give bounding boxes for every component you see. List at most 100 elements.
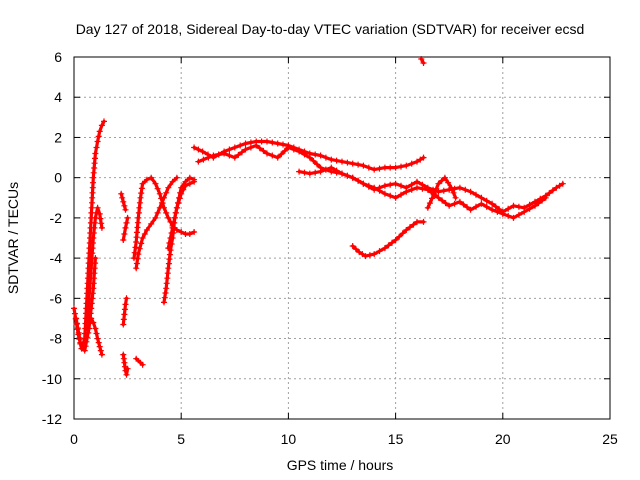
data-point (269, 139, 276, 146)
data-point (438, 177, 445, 184)
data-point (359, 251, 366, 258)
data-point (148, 174, 155, 181)
data-point (387, 192, 394, 199)
data-point (521, 208, 528, 215)
data-point (328, 156, 335, 163)
data-point (559, 180, 566, 187)
data-point (195, 146, 202, 153)
data-point (381, 245, 388, 252)
data-point (371, 184, 378, 191)
data-point (535, 200, 542, 207)
data-point (139, 180, 146, 187)
data-point (152, 180, 159, 187)
y-tick-labels: -12 -10 -8 -6 -4 -2 0 2 4 6 (42, 49, 62, 427)
data-point (135, 251, 142, 258)
data-point (450, 189, 457, 196)
x-tick-label: 0 (70, 431, 78, 447)
data-point (264, 150, 270, 157)
data-point (269, 152, 276, 159)
data-point (462, 186, 469, 193)
data-point (119, 194, 126, 201)
data-point (532, 202, 538, 209)
data-point (403, 162, 410, 169)
data-point (143, 176, 150, 183)
data-point (215, 151, 222, 158)
data-point (95, 339, 102, 346)
data-point (191, 144, 198, 151)
data-point (417, 156, 424, 163)
data-point (489, 206, 496, 213)
data-point (131, 249, 138, 256)
data-point (133, 260, 140, 267)
data-point (314, 161, 320, 168)
data-point (85, 300, 92, 307)
data-point (478, 194, 485, 201)
data-point (499, 210, 506, 217)
data-point (306, 154, 313, 161)
grid-lines (74, 57, 610, 419)
data-point (154, 209, 161, 216)
data-point (163, 209, 170, 216)
data-point (399, 230, 406, 237)
data-point (387, 181, 394, 188)
data-point (120, 237, 127, 243)
data-point (349, 243, 356, 249)
data-point (483, 203, 490, 210)
data-point (156, 204, 163, 211)
data-point (442, 200, 449, 207)
data-point (278, 151, 285, 158)
data-point (387, 164, 394, 171)
data-point (242, 140, 249, 147)
plot-frame (73, 56, 611, 420)
data-point (317, 152, 324, 159)
data-point (168, 230, 175, 236)
data-point (398, 163, 404, 170)
data-point (74, 320, 80, 327)
data-point (96, 128, 103, 135)
data-point (170, 219, 177, 226)
data-point (483, 197, 490, 204)
data-point (231, 144, 238, 151)
data-point (424, 186, 431, 193)
data-point (158, 199, 165, 206)
data-point (148, 220, 155, 227)
data-point (162, 290, 169, 296)
data-point (494, 208, 501, 215)
data-point (124, 365, 131, 372)
data-point (131, 255, 137, 262)
y-tick-label: 4 (54, 89, 62, 105)
data-point (242, 146, 249, 153)
data-point (81, 347, 88, 354)
data-point (90, 230, 97, 236)
data-point (392, 180, 399, 187)
data-point (339, 170, 345, 177)
data-point (451, 200, 458, 207)
data-point (169, 224, 176, 231)
data-point (98, 220, 105, 227)
y-tick-label: -12 (42, 411, 62, 427)
data-point (77, 339, 84, 346)
data-point (406, 224, 413, 231)
data-point (143, 227, 150, 233)
data-point (553, 184, 560, 191)
data-point (352, 246, 359, 253)
data-point (546, 190, 553, 197)
data-point (93, 330, 100, 337)
data-point (478, 200, 485, 207)
data-point (366, 252, 373, 259)
series-trace-9 (133, 355, 146, 368)
data-point (376, 248, 383, 255)
data-point (392, 194, 399, 201)
data-point (118, 190, 125, 197)
y-tick-label: 0 (54, 170, 62, 186)
data-point (94, 138, 101, 145)
data-point (435, 180, 442, 187)
data-point (231, 154, 238, 161)
data-point (410, 221, 417, 228)
data-point (281, 147, 288, 154)
data-point (90, 319, 97, 326)
data-point (165, 214, 172, 221)
data-point (186, 174, 193, 181)
data-point (134, 255, 141, 262)
data-point (310, 157, 317, 164)
